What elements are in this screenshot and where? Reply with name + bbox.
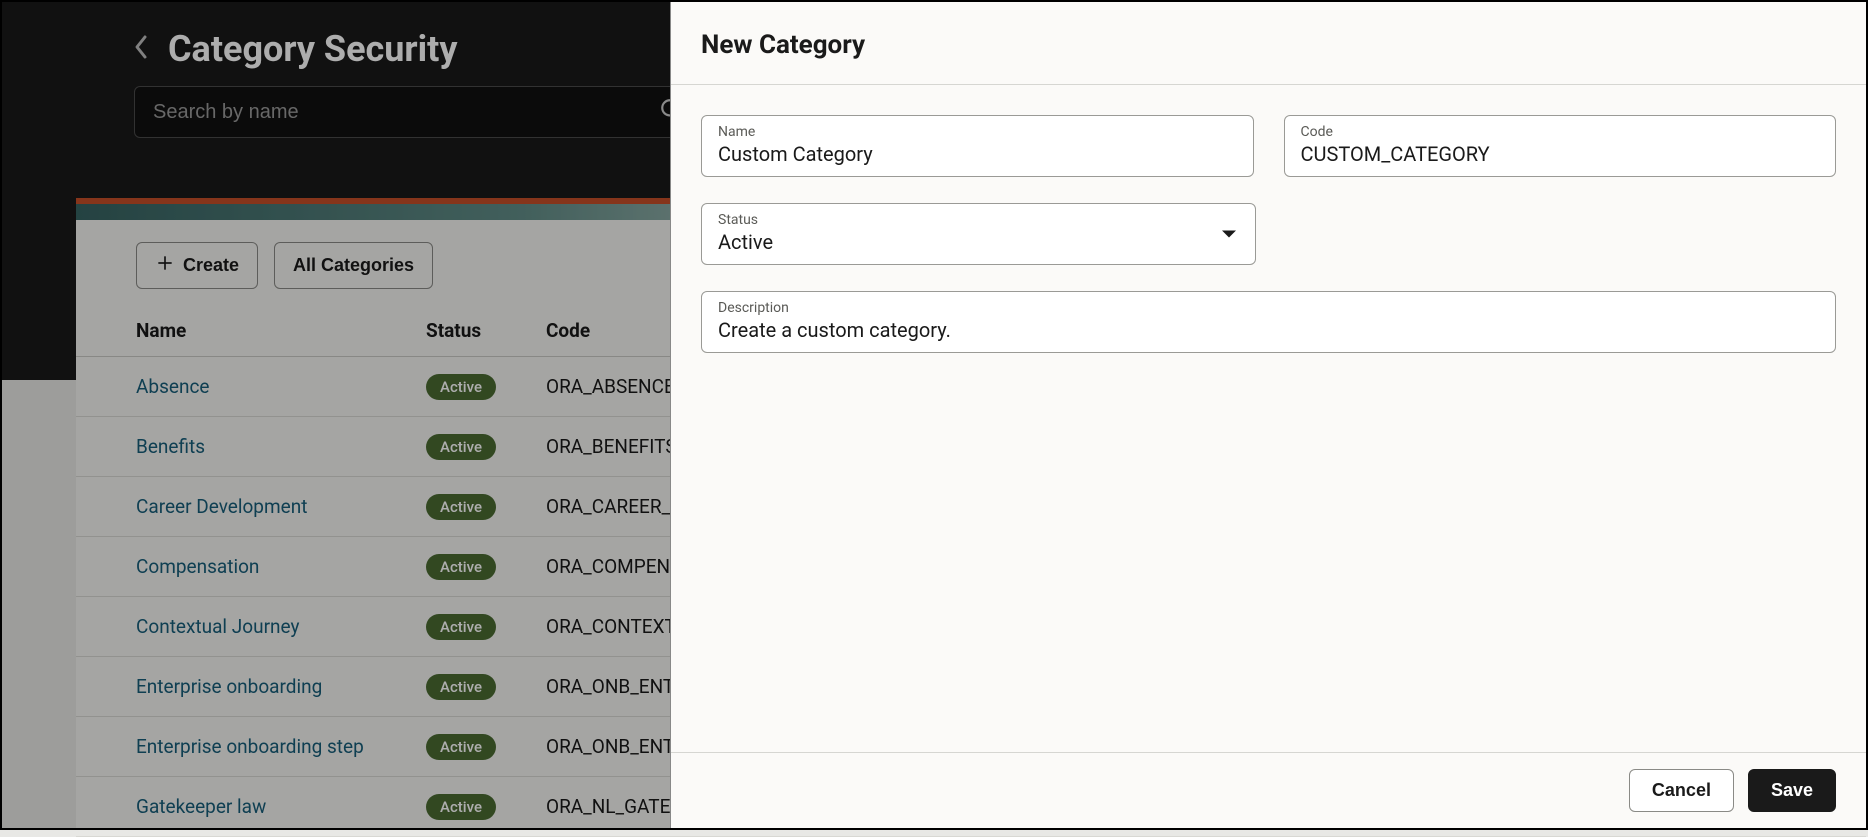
code-field[interactable]: Code bbox=[1284, 115, 1837, 177]
new-category-panel: New Category Name Code Status Active bbox=[670, 2, 1866, 828]
status-value: Active bbox=[718, 230, 1239, 254]
code-field-label: Code bbox=[1301, 124, 1820, 140]
chevron-down-icon[interactable] bbox=[1221, 225, 1237, 244]
cancel-button[interactable]: Cancel bbox=[1629, 769, 1734, 812]
description-input[interactable] bbox=[718, 318, 1819, 342]
panel-title: New Category bbox=[671, 2, 1866, 85]
status-field-label: Status bbox=[718, 212, 1239, 228]
status-field[interactable]: Status Active bbox=[701, 203, 1256, 265]
panel-footer: Cancel Save bbox=[671, 752, 1866, 828]
code-input[interactable] bbox=[1301, 142, 1820, 166]
name-field[interactable]: Name bbox=[701, 115, 1254, 177]
panel-body: Name Code Status Active Description bbox=[671, 85, 1866, 752]
description-field-label: Description bbox=[718, 300, 1819, 316]
save-button[interactable]: Save bbox=[1748, 769, 1836, 812]
name-field-label: Name bbox=[718, 124, 1237, 140]
description-field[interactable]: Description bbox=[701, 291, 1836, 353]
name-input[interactable] bbox=[718, 142, 1237, 166]
